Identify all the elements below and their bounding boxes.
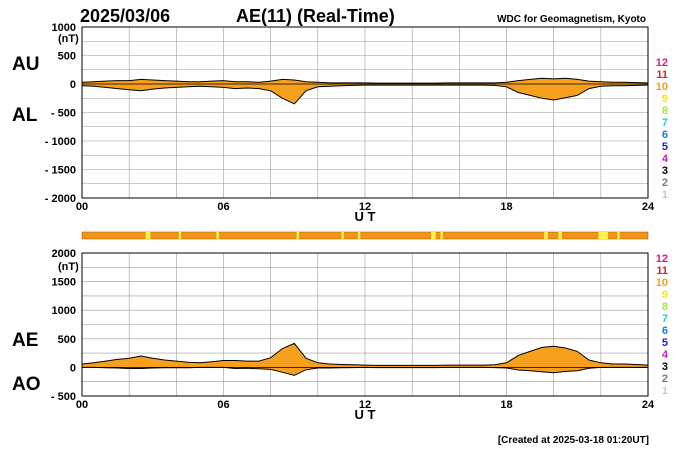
station-count-label: 11 [656, 69, 668, 81]
level-bar-segment [431, 232, 436, 239]
station-count-label: 4 [662, 349, 669, 361]
x-tick-label: 12 [359, 399, 371, 411]
source-label: WDC for Geomagnetism, Kyoto [497, 14, 646, 25]
x-tick-label: 00 [76, 201, 88, 213]
x-tick-label: 06 [217, 201, 229, 213]
station-count-label: 8 [662, 301, 668, 313]
station-count-label: 5 [662, 141, 668, 153]
x-tick-label: 24 [642, 201, 655, 213]
station-count-label: 1 [662, 189, 668, 201]
ae-ao-x-tick-labels: 00 06 12 18 24 [76, 399, 655, 411]
date-title: 2025/03/06 [80, 6, 170, 26]
au-al-y-tick-labels: 1000 500 0 - 500 - 1000 - 1500 - 2000 [45, 22, 76, 205]
ae-ao-plot-frame [81, 252, 649, 397]
level-bar-segment [341, 232, 344, 239]
level-bar-segment [216, 232, 219, 239]
y-tick-label: 1000 [52, 305, 76, 317]
x-tick-label: 24 [642, 399, 655, 411]
y-tick-label: - 2000 [45, 193, 76, 205]
y-tick-label: 0 [70, 362, 76, 374]
ae-ao-y-tick-labels: 2000 1500 1000 500 0 - 500 [51, 248, 76, 403]
au-series-label: AU [12, 54, 39, 75]
y-tick-label: - 500 [51, 391, 76, 403]
station-count-label: 3 [662, 361, 668, 373]
station-count-label: 6 [662, 129, 668, 141]
station-count-label: 7 [662, 117, 668, 129]
station-level-bar [81, 231, 649, 240]
station-count-label: 10 [656, 81, 668, 93]
level-bar-segment [440, 232, 443, 239]
y-tick-label: - 1500 [45, 165, 76, 177]
station-count-label: 12 [656, 253, 668, 265]
y-tick-label: 2000 [52, 248, 76, 260]
index-title: AE(11) (Real-Time) [236, 6, 395, 26]
series-line-0 [81, 342, 649, 366]
level-bar-base [81, 231, 649, 240]
level-bar-segment [357, 232, 361, 239]
station-count-label: 2 [662, 177, 668, 189]
y-tick-label: 0 [70, 79, 76, 91]
series-line-0 [81, 77, 649, 84]
au-al-y-unit: (nT) [58, 33, 79, 45]
series-fill-area [82, 78, 648, 104]
au-al-plot-frame [81, 26, 649, 199]
au-al-x-tick-labels: 00 06 12 18 24 [76, 201, 655, 213]
level-bar-segment [544, 232, 548, 239]
y-tick-label: 1500 [52, 277, 76, 289]
level-bar-segment [598, 232, 608, 239]
station-count-label: 10 [656, 277, 668, 289]
ae-series-label: AE [12, 330, 38, 351]
station-count-label: 9 [662, 289, 668, 301]
ae-ao-x-axis-label: U T [355, 407, 376, 422]
level-bar-segment [296, 232, 299, 239]
station-count-label: 11 [656, 265, 668, 277]
x-tick-label: 12 [359, 201, 371, 213]
station-count-label: 8 [662, 105, 668, 117]
level-bar-segment [558, 232, 562, 239]
y-tick-label: 500 [58, 334, 76, 346]
station-count-label: 1 [662, 385, 668, 397]
station-count-label: 7 [662, 313, 668, 325]
x-tick-label: 18 [500, 399, 512, 411]
level-bar-segment [617, 232, 620, 239]
ae-ao-traces [81, 342, 649, 376]
au-al-traces [81, 77, 649, 105]
au-al-panel: 1000 500 0 - 500 - 1000 - 1500 - 2000 00 06 12 18… [12, 22, 655, 224]
series-line-1 [81, 84, 649, 105]
station-count-label: 9 [662, 93, 668, 105]
station-count-label: 3 [662, 165, 668, 177]
level-bar-segment [178, 232, 182, 239]
ao-series-label: AO [12, 374, 41, 395]
y-tick-label: 500 [58, 51, 76, 63]
station-count-label: 2 [662, 373, 668, 385]
x-tick-label: 18 [500, 201, 512, 213]
au-al-grid [82, 27, 648, 198]
au-al-x-axis-label: U T [355, 209, 376, 224]
ae-ao-panel: 2000 1500 1000 500 0 - 500 00 06 12 18 24 (nT) AE… [12, 248, 655, 422]
ae-ao-y-unit: (nT) [58, 261, 79, 273]
x-tick-label: 00 [76, 399, 88, 411]
x-tick-label: 06 [217, 399, 229, 411]
y-tick-label: - 1000 [45, 136, 76, 148]
y-tick-label: - 500 [51, 108, 76, 120]
ae-ao-grid [82, 253, 648, 396]
station-count-label: 12 [656, 57, 668, 69]
station-count-label: 5 [662, 337, 668, 349]
al-series-label: AL [12, 105, 38, 126]
station-count-label: 6 [662, 325, 668, 337]
y-tick-label: 1000 [52, 22, 76, 34]
au-al-fill [82, 78, 648, 104]
station-count-label: 4 [662, 153, 669, 165]
level-bar-segment [145, 232, 151, 239]
created-timestamp: [Created at 2025-03-18 01:20UT] [498, 435, 649, 446]
